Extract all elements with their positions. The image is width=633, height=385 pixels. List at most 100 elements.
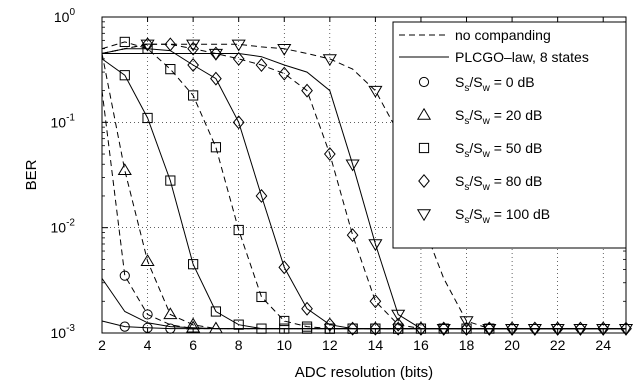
y-tick-label: 10-2 — [51, 218, 76, 236]
x-tick-label: 18 — [459, 337, 475, 353]
triangle-down-marker — [391, 309, 406, 322]
y-tick-label: 10-3 — [51, 323, 76, 341]
diamond-marker — [187, 41, 199, 56]
square-marker — [188, 259, 199, 270]
legend-label-part: w — [482, 83, 491, 94]
series-group — [101, 36, 633, 336]
diamond-marker — [232, 51, 245, 66]
legend-label-part: = 50 dB — [490, 140, 543, 156]
legend-label: Ss/Sw = 20 dB — [455, 107, 542, 127]
x-tick-label: 16 — [413, 337, 429, 353]
legend-label-part: = 0 dB — [490, 74, 535, 90]
legend-label-part: /S — [469, 206, 482, 222]
x-axis-label: ADC resolution (bits) — [295, 364, 433, 381]
legend-label-part: /S — [469, 74, 482, 90]
triangle-down-marker — [368, 239, 383, 252]
triangle-marker — [140, 254, 155, 266]
square-marker — [418, 142, 430, 154]
triangle-down-marker — [550, 323, 565, 336]
diamond-marker — [369, 294, 382, 309]
triangle-down-marker — [140, 39, 155, 52]
diamond-marker — [460, 321, 473, 336]
solid-line — [101, 278, 626, 330]
square-marker — [233, 224, 244, 236]
legend-label-part: S — [455, 206, 464, 222]
triangle-marker — [416, 107, 432, 120]
triangle-down-marker — [231, 39, 246, 52]
y-tick-exponent: -1 — [66, 112, 75, 123]
legend-label-part: S — [455, 140, 464, 156]
legend-label-part: s — [464, 116, 469, 127]
legend-label-part: w — [482, 116, 491, 127]
square-marker — [256, 291, 267, 303]
legend-label-part: s — [464, 215, 469, 226]
legend-label: PLCGO–law, 8 states — [455, 49, 589, 65]
triangle-down-marker — [345, 159, 360, 172]
legend-label: Ss/Sw = 50 dB — [455, 140, 542, 160]
legend-label-part: /S — [469, 173, 482, 189]
y-tick-label: 100 — [54, 7, 76, 25]
triangle-down-marker — [573, 323, 588, 336]
y-axis-label: BER — [23, 159, 40, 190]
circle-marker — [119, 270, 130, 281]
legend-label-part: S — [455, 107, 464, 123]
x-tick-label: 8 — [235, 337, 243, 353]
square-marker — [188, 90, 199, 101]
legend-label-part: S — [455, 74, 464, 90]
triangle-down-marker — [436, 323, 451, 336]
square-marker — [165, 64, 176, 75]
square-marker — [210, 306, 222, 317]
legend-label: Ss/Sw = 100 dB — [455, 206, 550, 226]
diamond-marker — [369, 321, 382, 336]
x-tick-label: 2 — [98, 337, 106, 353]
diamond-marker — [255, 58, 268, 73]
diamond-marker — [187, 58, 199, 73]
legend-label-part: w — [482, 149, 491, 160]
square-marker — [119, 70, 130, 81]
square-marker — [142, 112, 153, 124]
legend-label-part: w — [482, 182, 491, 193]
x-tick-label: 14 — [368, 337, 384, 353]
x-tick-label: 4 — [144, 337, 152, 353]
legend-label-part: /S — [469, 140, 482, 156]
legend-label-part: w — [482, 215, 491, 226]
legend-label-part: s — [464, 149, 469, 160]
x-tick-label: 20 — [504, 337, 520, 353]
y-tick-exponent: -3 — [66, 323, 75, 334]
diamond-marker — [392, 317, 405, 332]
diamond-marker — [418, 174, 430, 188]
circle-marker — [142, 309, 153, 320]
diamond-marker — [210, 71, 222, 86]
x-tick-label: 22 — [550, 337, 566, 353]
diamond-marker — [392, 321, 405, 336]
circle-marker — [418, 76, 430, 88]
legend-box — [392, 21, 627, 249]
x-tick-label: 6 — [189, 337, 197, 353]
square-marker — [279, 315, 290, 327]
legend-label-part: = 100 dB — [490, 206, 550, 222]
dashed-line — [101, 43, 626, 330]
y-tick-exponent: 0 — [69, 7, 75, 18]
diamond-marker — [301, 83, 313, 98]
triangle-down-marker — [322, 54, 337, 67]
triangle-down-marker — [527, 323, 542, 336]
x-tick-label: 10 — [276, 337, 292, 353]
square-marker — [165, 175, 176, 186]
diamond-marker — [346, 228, 359, 243]
legend-label: Ss/Sw = 80 dB — [455, 173, 542, 193]
y-tick-exponent: -2 — [66, 218, 75, 229]
diamond-marker — [278, 66, 291, 81]
legend-label-part: = 80 dB — [490, 173, 543, 189]
x-tick-label: 12 — [322, 337, 338, 353]
diamond-marker — [255, 188, 268, 203]
legend-label-part: /S — [469, 107, 482, 123]
legend-label-part: s — [464, 83, 469, 94]
diamond-marker — [346, 321, 359, 336]
triangle-down-marker — [596, 323, 611, 336]
triangle-down-marker — [208, 48, 223, 61]
diamond-marker — [323, 147, 336, 162]
triangle-marker — [117, 163, 132, 176]
triangle-down-marker — [505, 323, 520, 336]
